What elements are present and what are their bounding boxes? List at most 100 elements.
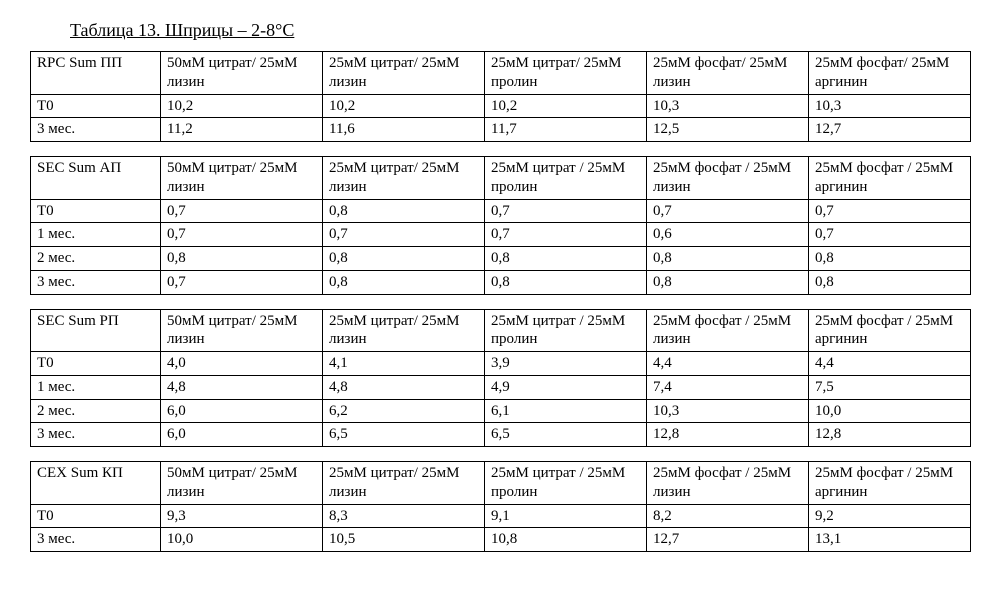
tables-container: RPC Sum ПП50мМ цитрат/ 25мМ лизин25мМ ци…: [30, 51, 969, 552]
page-title: Таблица 13. Шприцы – 2-8°C: [70, 20, 969, 41]
table-cell: 4,0: [161, 352, 323, 376]
table-cell: 10,2: [485, 94, 647, 118]
table-cell: 4,4: [647, 352, 809, 376]
table-cell: 11,7: [485, 118, 647, 142]
table-header-cell: 25мМ цитрат/ 25мМ лизин: [323, 309, 485, 352]
table-header-cell: 25мМ фосфат / 25мМ аргинин: [809, 462, 971, 505]
table-cell: T0: [31, 199, 161, 223]
table-cell: 0,8: [323, 247, 485, 271]
table-header-cell: 50мМ цитрат/ 25мМ лизин: [161, 52, 323, 95]
table-header-cell: 25мМ фосфат/ 25мМ аргинин: [809, 52, 971, 95]
table-cell: 7,5: [809, 375, 971, 399]
table-cell: 0,7: [323, 223, 485, 247]
table-cell: 6,2: [323, 399, 485, 423]
table-cell: 13,1: [809, 528, 971, 552]
table-cell: 0,8: [161, 247, 323, 271]
table-cell: 10,5: [323, 528, 485, 552]
table-header-cell: 25мМ цитрат/ 25мМ лизин: [323, 462, 485, 505]
table-row: 2 мес.0,80,80,80,80,8: [31, 247, 971, 271]
table-cell: 0,7: [809, 223, 971, 247]
table-cell: 0,8: [809, 270, 971, 294]
table-header-cell: 25мМ фосфат / 25мМ лизин: [647, 462, 809, 505]
table-row: T09,38,39,18,29,2: [31, 504, 971, 528]
table-cell: 4,1: [323, 352, 485, 376]
table-cell: 10,3: [809, 94, 971, 118]
table-cell: 3 мес.: [31, 118, 161, 142]
table-row: 3 мес.0,70,80,80,80,8: [31, 270, 971, 294]
table-cell: 4,8: [161, 375, 323, 399]
table-header-cell: 25мМ фосфат/ 25мМ лизин: [647, 52, 809, 95]
table-cell: 10,3: [647, 399, 809, 423]
table-cell: 9,3: [161, 504, 323, 528]
table-cell: 0,7: [809, 199, 971, 223]
table-cell: 0,7: [647, 199, 809, 223]
table-header-cell: 25мМ цитрат/ 25мМ пролин: [485, 52, 647, 95]
table-cell: 0,7: [485, 199, 647, 223]
table-cell: T0: [31, 504, 161, 528]
table-cell: 12,7: [809, 118, 971, 142]
table-header-cell: 25мМ фосфат / 25мМ лизин: [647, 309, 809, 352]
table-header-cell: 25мМ фосфат / 25мМ аргинин: [809, 309, 971, 352]
table-cell: 6,0: [161, 399, 323, 423]
table-cell: 8,3: [323, 504, 485, 528]
table-row: T00,70,80,70,70,7: [31, 199, 971, 223]
table-cell: 1 мес.: [31, 375, 161, 399]
table-header-row: SEC Sum РП50мМ цитрат/ 25мМ лизин25мМ ци…: [31, 309, 971, 352]
table-cell: 0,8: [323, 199, 485, 223]
table-cell: 0,7: [161, 199, 323, 223]
table-cell: 11,6: [323, 118, 485, 142]
table-header-cell: 50мМ цитрат/ 25мМ лизин: [161, 309, 323, 352]
table-header-cell: 25мМ фосфат / 25мМ лизин: [647, 157, 809, 200]
table-header-row: CEX Sum КП50мМ цитрат/ 25мМ лизин25мМ ци…: [31, 462, 971, 505]
data-table: RPC Sum ПП50мМ цитрат/ 25мМ лизин 25мМ ци…: [30, 51, 971, 142]
table-cell: 7,4: [647, 375, 809, 399]
table-cell: 0,8: [323, 270, 485, 294]
table-row: 3 мес.6,06,56,512,812,8: [31, 423, 971, 447]
table-cell: 12,5: [647, 118, 809, 142]
table-header-cell: 25мМ фосфат / 25мМ аргинин: [809, 157, 971, 200]
table-cell: 0,7: [161, 223, 323, 247]
table-row: 2 мес.6,06,26,110,310,0: [31, 399, 971, 423]
table-cell: 0,8: [647, 270, 809, 294]
data-table: SEC Sum АП50мМ цитрат/ 25мМ лизин25мМ ци…: [30, 156, 971, 295]
table-row: 1 мес.4,84,84,97,47,5: [31, 375, 971, 399]
table-cell: 10,0: [161, 528, 323, 552]
table-cell: 4,9: [485, 375, 647, 399]
table-cell: 10,3: [647, 94, 809, 118]
table-cell: 6,5: [485, 423, 647, 447]
table-cell: 10,2: [323, 94, 485, 118]
table-cell: T0: [31, 352, 161, 376]
table-header-cell: 25мМ цитрат / 25мМ пролин: [485, 309, 647, 352]
table-header-cell: SEC Sum АП: [31, 157, 161, 200]
table-cell: 3 мес.: [31, 270, 161, 294]
data-table: CEX Sum КП50мМ цитрат/ 25мМ лизин25мМ ци…: [30, 461, 971, 552]
table-cell: 10,8: [485, 528, 647, 552]
table-header-cell: 25мМ цитрат/ 25мМ лизин: [323, 157, 485, 200]
table-cell: 3 мес.: [31, 528, 161, 552]
table-header-cell: 50мМ цитрат/ 25мМ лизин: [161, 462, 323, 505]
table-header-cell: 25мМ цитрат / 25мМ пролин: [485, 157, 647, 200]
table-cell: 8,2: [647, 504, 809, 528]
table-cell: 0,8: [485, 247, 647, 271]
table-cell: 12,7: [647, 528, 809, 552]
table-header-cell: SEC Sum РП: [31, 309, 161, 352]
table-cell: 0,8: [647, 247, 809, 271]
table-cell: 0,8: [809, 247, 971, 271]
table-cell: 0,7: [485, 223, 647, 247]
table-cell: 10,2: [161, 94, 323, 118]
table-header-row: SEC Sum АП50мМ цитрат/ 25мМ лизин25мМ ци…: [31, 157, 971, 200]
table-cell: 3,9: [485, 352, 647, 376]
table-cell: 2 мес.: [31, 247, 161, 271]
table-cell: 4,8: [323, 375, 485, 399]
table-cell: 12,8: [809, 423, 971, 447]
table-row: 1 мес.0,70,70,70,60,7: [31, 223, 971, 247]
table-cell: 0,7: [161, 270, 323, 294]
table-header-cell: CEX Sum КП: [31, 462, 161, 505]
table-cell: 6,5: [323, 423, 485, 447]
table-cell: 6,0: [161, 423, 323, 447]
table-cell: 0,8: [485, 270, 647, 294]
table-header-cell: RPC Sum ПП: [31, 52, 161, 95]
table-cell: T0: [31, 94, 161, 118]
table-cell: 1 мес.: [31, 223, 161, 247]
table-cell: 9,1: [485, 504, 647, 528]
